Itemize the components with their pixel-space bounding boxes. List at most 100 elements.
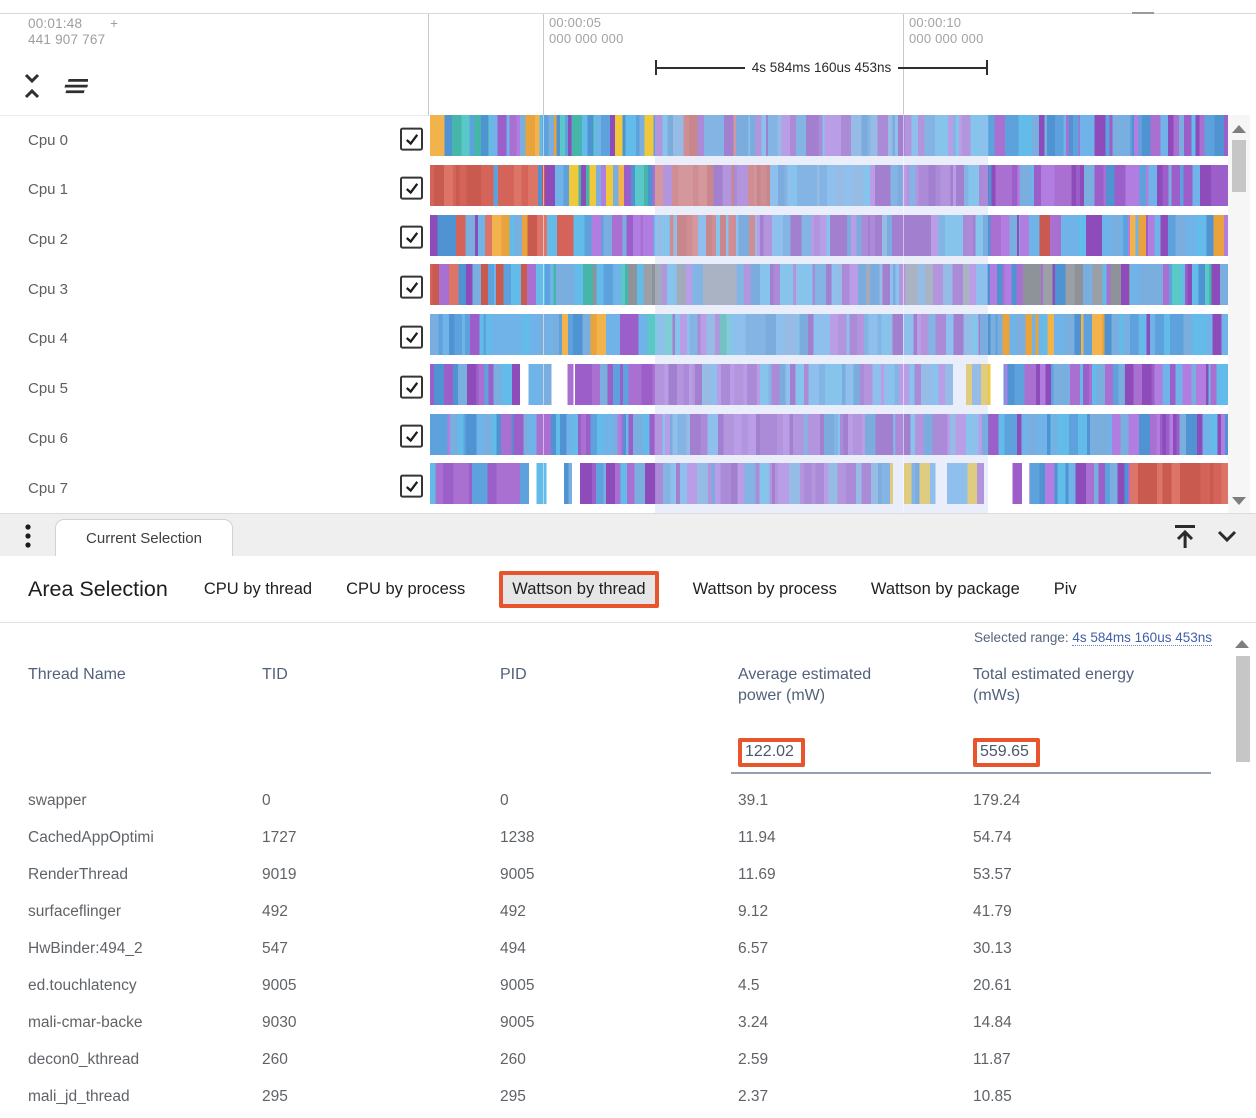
table-cell: RenderThread [28, 866, 128, 883]
checkmark-icon [405, 331, 418, 344]
cpu-sched-track[interactable] [430, 264, 1228, 306]
table-cell: 0 [262, 792, 271, 809]
table-cell: decon0_kthread [28, 1051, 140, 1068]
table-row: mali-cmar-backe 9030 9005 3.24 14.84 [28, 1004, 1192, 1041]
table-row: decon0_kthread 260 260 2.59 11.87 [28, 1041, 1192, 1078]
tab-wattson-by-thread[interactable]: Wattson by thread [499, 570, 659, 608]
cpu-track-row: Cpu 4 [0, 314, 1256, 365]
table-row: surfaceflinger 492 492 9.12 41.79 [28, 893, 1192, 930]
cpu-track-row: Cpu 2 [0, 214, 1256, 266]
collapse-panel-icon[interactable] [1214, 523, 1240, 549]
table-cell: CachedAppOptimi [28, 829, 154, 846]
track-label-cell[interactable]: Cpu 4 [0, 314, 430, 365]
table-row: ed.touchlatency 9005 9005 4.5 20.61 [28, 967, 1192, 1004]
tab-wattson-by-package[interactable]: Wattson by package [870, 579, 1020, 598]
track-checkbox[interactable] [400, 325, 423, 349]
summary-avg-power: 122.02 [745, 743, 794, 760]
cpu-track-row: Cpu 0 [0, 115, 1256, 167]
checkmark-icon [405, 182, 418, 194]
col-thread-name[interactable]: Thread Name [28, 666, 126, 683]
scrollbar-thumb[interactable] [1236, 656, 1250, 762]
table-cell: 10.85 [973, 1088, 1012, 1105]
col-tid[interactable]: TID [262, 666, 288, 683]
tab-current-selection[interactable]: Current Selection [55, 519, 233, 557]
tab-cpu-by-thread[interactable]: CPU by thread [203, 579, 313, 598]
cpu-sched-track[interactable] [430, 214, 1228, 256]
details-panel: Area Selection CPU by thread CPU by proce… [0, 556, 1256, 1118]
col-total-energy[interactable]: Total estimated energy (mWs) [973, 666, 1134, 704]
table-cell: 547 [262, 940, 288, 957]
track-checkbox[interactable] [400, 226, 423, 250]
track-label-cell[interactable]: Cpu 0 [0, 115, 430, 167]
scrollbar-thumb[interactable] [1232, 140, 1246, 192]
selected-range: Selected range: 4s 584ms 160us 453ns [974, 630, 1212, 646]
track-checkbox[interactable] [400, 176, 423, 200]
tracks-scrollbar[interactable] [1228, 115, 1250, 513]
table-cell: 9005 [500, 977, 535, 994]
minimap-line [0, 13, 1256, 14]
table-cell: 20.61 [973, 977, 1012, 994]
cpu-sched-track[interactable] [430, 413, 1228, 455]
checkmark-icon [405, 133, 418, 146]
cpu-sched-track[interactable] [430, 463, 1228, 505]
track-label-cell[interactable]: Cpu 6 [0, 413, 430, 465]
ruler-gridline [543, 14, 544, 115]
table-row: swapper 0 0 39.1 179.24 [28, 782, 1192, 819]
cpu-sched-track[interactable] [430, 115, 1228, 156]
table-cell: mali-cmar-backe [28, 1014, 143, 1031]
expand-panel-up-icon[interactable] [1172, 522, 1198, 550]
table-cell: 9005 [500, 1014, 535, 1031]
cpu-tracks: Cpu 0 Cpu 1 Cpu 2 Cpu 3 Cpu 4 Cpu 5 Cpu 6 Cpu 7 [0, 115, 1256, 514]
table-cell: swapper [28, 792, 87, 809]
cpu-sched-track[interactable] [430, 363, 1228, 405]
table-cell: 179.24 [973, 792, 1021, 809]
cpu-track-row: Cpu 6 [0, 413, 1256, 465]
table-cell: surfaceflinger [28, 903, 122, 920]
track-label-cell[interactable]: Cpu 1 [0, 164, 430, 216]
table-cell: 11.87 [973, 1051, 1011, 1068]
tab-wattson-by-process[interactable]: Wattson by process [692, 579, 837, 598]
scroll-up-icon[interactable] [1232, 125, 1246, 133]
track-label-cell[interactable]: Cpu 7 [0, 463, 430, 514]
table-summary-row: 122.02 559.65 [28, 738, 1192, 767]
track-checkbox[interactable] [400, 425, 423, 449]
col-pid[interactable]: PID [500, 666, 527, 683]
selected-range-link[interactable]: 4s 584ms 160us 453ns [1072, 630, 1212, 646]
panel-separator [428, 14, 429, 115]
table-cell: 41.79 [973, 903, 1012, 920]
checkmark-icon [405, 481, 418, 493]
table-body: swapper 0 0 39.1 179.24 CachedAppOptimi 1727 12… [28, 782, 1192, 1115]
table-cell: 9005 [500, 866, 535, 883]
collapse-tracks-icon[interactable] [18, 72, 46, 100]
col-avg-power[interactable]: Average estimated power (mW) [738, 666, 872, 704]
cpu-sched-track[interactable] [430, 164, 1228, 206]
area-selection-overlay[interactable] [655, 115, 988, 513]
table-cell: 11.69 [738, 866, 776, 883]
track-label-cell[interactable]: Cpu 2 [0, 214, 430, 266]
track-checkbox[interactable] [400, 375, 423, 399]
details-scrollbar[interactable] [1232, 634, 1252, 1118]
track-label-cell[interactable]: Cpu 3 [0, 264, 430, 315]
track-gridline [543, 115, 544, 513]
tab-cpu-by-process[interactable]: CPU by process [346, 579, 466, 598]
minimap-cursor[interactable] [1132, 12, 1154, 14]
table-cell: 39.1 [738, 792, 769, 809]
track-checkbox[interactable] [400, 127, 423, 151]
track-checkbox[interactable] [400, 275, 423, 299]
table-cell: 492 [500, 903, 526, 920]
checkmark-icon [405, 431, 418, 443]
track-name: Cpu 1 [28, 181, 69, 199]
track-checkbox[interactable] [400, 474, 423, 498]
panel-menu-icon[interactable] [20, 521, 36, 551]
flatten-tracks-icon[interactable] [60, 72, 88, 100]
cpu-sched-track[interactable] [430, 314, 1228, 355]
table-cell: 9.12 [738, 903, 769, 920]
track-label-cell[interactable]: Cpu 5 [0, 363, 430, 415]
ruler-tick-label: 00:00:10 000 000 000 [909, 15, 984, 46]
track-name: Cpu 0 [28, 132, 69, 150]
scroll-down-icon[interactable] [1232, 497, 1246, 505]
scroll-up-icon[interactable] [1235, 640, 1249, 648]
cpu-track-row: Cpu 7 [0, 463, 1256, 514]
tab-piv[interactable]: Piv [1053, 579, 1077, 598]
